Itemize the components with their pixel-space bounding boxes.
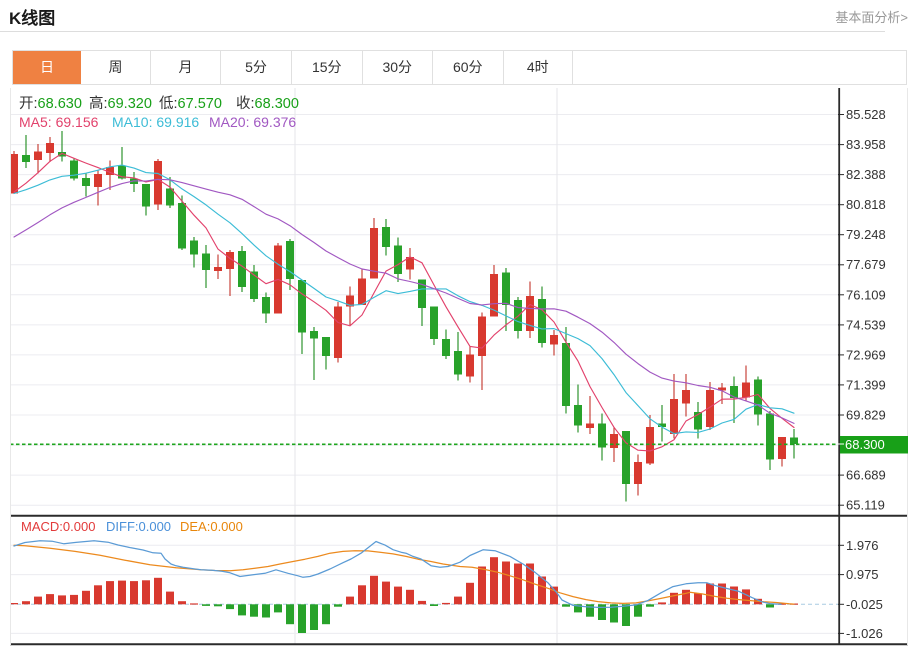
svg-text:1.976: 1.976 xyxy=(846,538,879,553)
svg-text:-0.025: -0.025 xyxy=(846,597,883,612)
svg-text:83.958: 83.958 xyxy=(846,137,886,152)
svg-text:68.300: 68.300 xyxy=(845,437,885,452)
svg-text:85.528: 85.528 xyxy=(846,107,886,122)
svg-text:DEA:0.000: DEA:0.000 xyxy=(180,519,243,534)
svg-text:72.969: 72.969 xyxy=(846,347,886,362)
svg-text:高:69.320: 高:69.320 xyxy=(89,95,152,112)
svg-text:-1.026: -1.026 xyxy=(846,626,883,641)
svg-text:82.388: 82.388 xyxy=(846,167,886,182)
svg-text:低:67.570: 低:67.570 xyxy=(159,95,222,112)
svg-text:74.539: 74.539 xyxy=(846,317,886,332)
svg-text:收:68.300: 收:68.300 xyxy=(236,95,299,112)
svg-text:76.109: 76.109 xyxy=(846,287,886,302)
svg-text:0.975: 0.975 xyxy=(846,567,879,582)
svg-text:79.248: 79.248 xyxy=(846,227,886,242)
svg-text:MA20: 69.376: MA20: 69.376 xyxy=(209,114,296,130)
svg-text:开:68.630: 开:68.630 xyxy=(19,96,82,112)
svg-text:71.399: 71.399 xyxy=(846,377,886,392)
svg-text:80.818: 80.818 xyxy=(846,197,886,212)
svg-text:MA10: 69.916: MA10: 69.916 xyxy=(112,114,199,130)
svg-text:MA5: 69.156: MA5: 69.156 xyxy=(19,114,99,130)
svg-text:77.679: 77.679 xyxy=(846,257,886,272)
svg-text:DIFF:0.000: DIFF:0.000 xyxy=(106,519,171,534)
svg-text:69.829: 69.829 xyxy=(846,408,886,423)
svg-text:66.689: 66.689 xyxy=(846,468,886,483)
svg-text:MACD:0.000: MACD:0.000 xyxy=(21,519,95,534)
svg-text:65.119: 65.119 xyxy=(846,498,885,513)
